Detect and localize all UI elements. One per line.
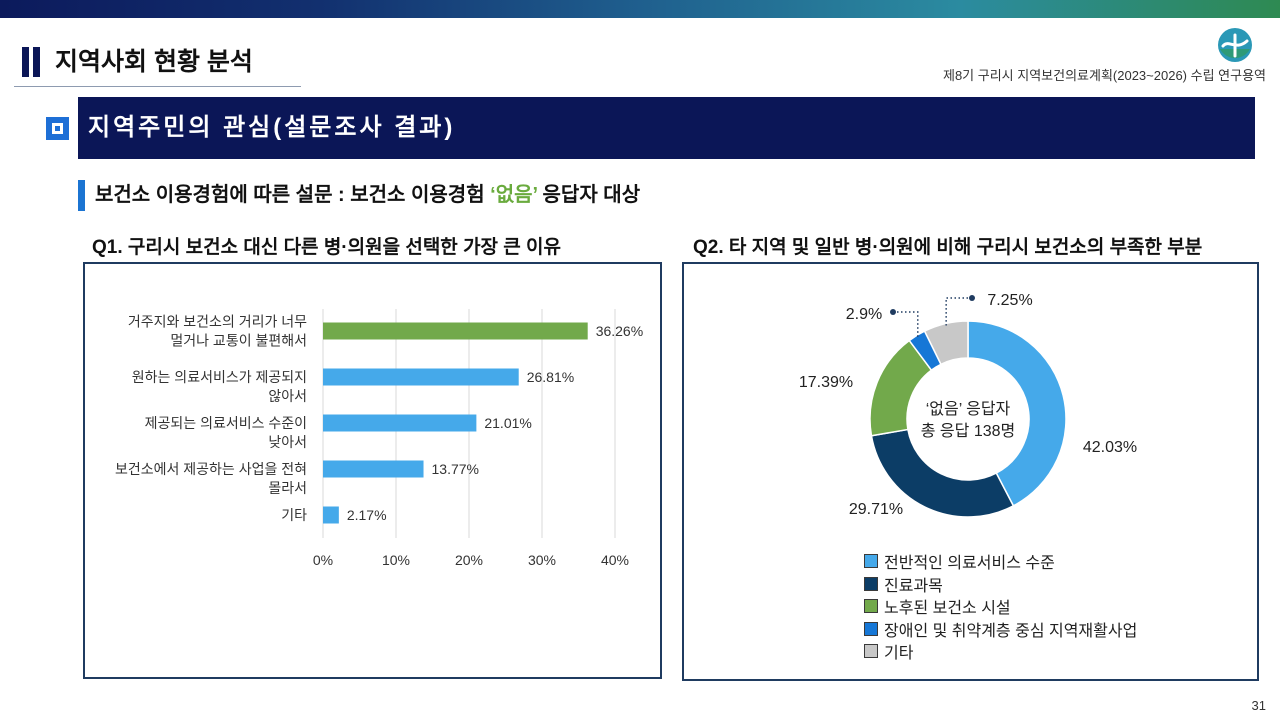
legend-item: 노후된 보건소 시설: [864, 595, 1137, 618]
bar: [323, 322, 588, 340]
legend-swatch: [864, 644, 878, 659]
title-marker-bar: [22, 47, 29, 77]
square-bullet-core: [55, 126, 60, 131]
subtitle-highlight: ‘없음’: [490, 184, 538, 206]
x-tick-label: 30%: [528, 552, 556, 568]
donut-data-label: 7.25%: [987, 292, 1032, 309]
title-divider: [14, 86, 301, 87]
legend-item: 기타: [864, 640, 1137, 663]
section-banner: 지역주민의 관심(설문조사 결과): [78, 97, 1255, 159]
bar-value-label: 2.17%: [347, 507, 387, 523]
legend-label: 기타: [884, 645, 914, 663]
title-marker-icon: [22, 47, 42, 77]
legend-item: 전반적인 의료서비스 수준: [864, 550, 1137, 573]
donut-data-label: 29.71%: [849, 501, 903, 518]
category-label: 보건소에서 제공하는 사업을 전혀 몰라서: [115, 461, 307, 496]
legend-label: 노후된 보건소 시설: [884, 600, 1011, 618]
category-label: 거주지와 보건소의 거리가 너무 멀거나 교통이 불편해서: [128, 314, 307, 349]
bar: [323, 368, 519, 386]
bar: [323, 506, 339, 524]
city-emblem-icon: [1217, 27, 1253, 63]
subtitle-text-end: 응답자 대상: [537, 184, 641, 206]
bar: [323, 414, 477, 432]
donut-slice: [923, 320, 969, 366]
square-bullet-inner: [52, 123, 63, 134]
donut-data-label: 17.39%: [799, 374, 853, 391]
page-number: 31: [1251, 698, 1266, 713]
donut-data-label: 2.9%: [846, 306, 882, 323]
legend-label: 진료과목: [884, 577, 943, 595]
page-title: 지역사회 현황 분석: [55, 48, 253, 76]
legend-swatch: [864, 599, 878, 614]
subtitle-text: 보건소 이용경험에 따른 설문 : 보건소 이용경험: [95, 184, 491, 206]
bar: [323, 460, 424, 478]
bar-chart: 0% 10% 20% 30% 40% 36.26% 거주지와 보건소의 거리가 너무 멀거나 …: [115, 309, 643, 568]
donut-chart: ‘없음’ 응답자 총 응답 138명 42.03% 29.71% 17.39% 2.9…: [799, 292, 1137, 518]
city-emblem-graphic: [1218, 28, 1252, 62]
bar-value-label: 13.77%: [432, 461, 479, 477]
donut-data-label: 42.03%: [1083, 439, 1137, 456]
bar-value-label: 26.81%: [527, 369, 574, 385]
leader-line: [893, 311, 919, 338]
section-subtitle: 보건소 이용경험에 따른 설문 : 보건소 이용경험 ‘없음’ 응답자 대상: [95, 180, 640, 211]
x-tick-label: 0%: [313, 552, 333, 568]
leader-dot: [890, 309, 896, 315]
category-label: 제공되는 의료서비스 수준이 낮아서: [145, 415, 307, 450]
report-name: 제8기 구리시 지역보건의료계획(2023~2026) 수립 연구용역: [942, 68, 1266, 83]
banner-title: 지역주민의 관심(설문조사 결과): [88, 114, 456, 141]
top-gradient-bar: [0, 0, 1280, 18]
title-marker-bar: [33, 47, 40, 77]
legend-label: 전반적인 의료서비스 수준: [884, 555, 1055, 573]
donut-slice: [967, 320, 1067, 507]
legend-swatch: [864, 621, 878, 636]
x-tick-label: 20%: [455, 552, 483, 568]
x-tick-label: 40%: [601, 552, 629, 568]
leader-dot: [969, 295, 975, 301]
bar-value-label: 21.01%: [484, 415, 531, 431]
legend-swatch: [864, 554, 878, 569]
leader-line: [945, 297, 972, 326]
donut-center-line-1: ‘없음’ 응답자: [926, 400, 1011, 418]
legend-item: 장애인 및 취약계층 중심 지역재활사업: [864, 618, 1137, 641]
x-tick-label: 10%: [382, 552, 410, 568]
q2-heading: Q2. 타 지역 및 일반 병·의원에 비해 구리시 보건소의 부족한 부분: [693, 237, 1203, 258]
legend-label: 장애인 및 취약계층 중심 지역재활사업: [884, 622, 1138, 640]
donut-center-line-2: 총 응답 138명: [921, 422, 1015, 440]
legend-swatch: [864, 576, 878, 591]
donut-slices: [869, 320, 1067, 518]
square-bullet-icon: [46, 117, 69, 140]
bar-value-label: 36.26%: [596, 323, 643, 339]
q2-chart-panel: ‘없음’ 응답자 총 응답 138명 42.03% 29.71% 17.39% 2.9…: [682, 262, 1259, 681]
q1-chart-panel: 0% 10% 20% 30% 40% 36.26% 거주지와 보건소의 거리가 너무 멀거나 …: [83, 262, 662, 679]
q1-heading: Q1. 구리시 보건소 대신 다른 병·의원을 선택한 가장 큰 이유: [92, 237, 562, 258]
category-label: 기타: [281, 507, 307, 523]
category-label: 원하는 의료서비스가 제공되지 않아서: [132, 369, 307, 404]
legend-item: 진료과목: [864, 573, 1137, 596]
donut-slice: [870, 428, 1015, 518]
subtitle-marker: [78, 180, 85, 211]
